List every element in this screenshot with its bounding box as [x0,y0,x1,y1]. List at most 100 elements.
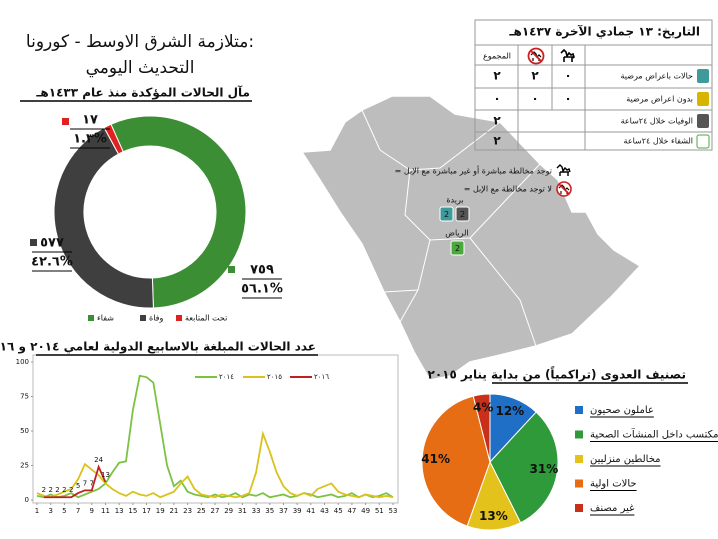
row-label: بدون اعراض مرضية [626,95,693,104]
x-tick-label: 23 [183,507,192,515]
x-tick-label: 25 [197,507,206,515]
donut-segment [53,126,154,309]
badge [696,134,710,149]
legend-swatch [575,406,583,414]
table-cell: ٠ [531,92,538,106]
legend-label: مكتسب داخل المنشآت الصحية [590,428,718,441]
x-tick-label: 35 [265,507,274,515]
legend-swatch [140,315,146,321]
table-cell: ٢ [493,134,501,148]
table-cell: ٠ [564,69,571,83]
value-label: 4% [473,401,493,415]
row-label: الوفيات خلال ٢٤ساعة [621,117,693,126]
camel-icon [560,48,575,62]
value-label: 41% [421,452,450,466]
data-label: 2 [62,486,66,494]
map-badge [450,240,465,256]
chart-title: عدد الحالات المبلغة بالاسابيع الدولية لع… [0,340,316,355]
legend-swatch [176,315,182,321]
x-tick-label: 53 [389,507,398,515]
x-tick-label: 7 [76,507,80,515]
map-shape [300,95,642,381]
legend-label: مخالطين منزليين [590,454,661,465]
map-badge [439,206,454,222]
x-tick-label: 21 [169,507,178,515]
x-tick-label: 9 [90,507,94,515]
pie-slice [466,460,522,531]
x-tick-label: 1 [35,507,39,515]
legend-swatch [88,315,94,321]
x-tick-label: 31 [238,507,247,515]
x-tick-label: 43 [320,507,329,515]
data-label: 7 [83,479,87,487]
chart-title: تصنيف العدوى (تراكمياً) من بداية يناير ٢… [428,366,687,383]
camel-icon [556,164,571,176]
legend-label: وفاة [149,314,163,323]
label-swatch [30,239,37,246]
city-label: بريدة [446,196,463,205]
table-cell: ٢ [493,114,501,128]
legend-label: شفاء [97,314,114,323]
x-tick-label: 45 [334,507,343,515]
pie-slice [421,395,491,527]
data-label: 2 [69,486,73,494]
x-tick-label: 15 [128,507,137,515]
legend-label: ٢٠١٤ [219,373,234,381]
label-swatch [62,118,69,125]
legend-swatch [575,504,583,512]
pie-slice [472,393,491,463]
line-series [43,464,107,499]
map-region-border [361,109,541,347]
data-label: 2 [55,486,59,494]
legend-swatch [575,455,583,463]
data-label: 24 [94,456,103,464]
map-badge [455,206,470,222]
badge-label: 2 [444,210,449,219]
table-cell: ٠ [564,92,571,106]
y-tick-label: 25 [20,462,29,470]
percent-label: ١.٣% [73,132,107,147]
table-cell: ٢ [531,69,539,83]
donut-segment [103,123,124,155]
x-tick-label: 33 [252,507,261,515]
legend-label: تحت المتابعة [185,314,227,323]
row-badges [696,69,710,149]
legend-label: عاملون صحيون [590,405,654,416]
badge-label: 2 [460,210,465,219]
badge [697,69,709,83]
data-label: 7 [90,479,94,487]
y-tick-label: 50 [20,427,29,435]
legend-swatch [575,430,583,439]
page-title: متلازمة الشرق الاوسط - كورونا: [26,32,254,52]
data-label: 2 [42,486,46,494]
legend-swatch [575,479,583,488]
legend-text: = لا توجد مخالطة مع الإبل [464,185,552,195]
x-tick-label: 29 [224,507,233,515]
line-series [36,374,394,499]
no-camel-icon [527,47,545,65]
table-cell: ٢ [493,69,501,83]
badge-label: 2 [455,244,460,253]
badge [697,92,709,106]
legend-label: ٢٠١٥ [267,373,282,381]
label-swatch [228,266,235,273]
legend-label: غير مصنف [590,503,634,514]
legend-text: = توجد مخالطة مباشرة أو غير مباشرة مع ال… [395,166,552,177]
map [300,95,642,381]
city-label: الرياض [445,229,468,238]
value-label: ١٧ [82,113,98,128]
y-tick-label: 0 [25,496,29,504]
value-label: ٥٧٧ [40,236,64,251]
x-tick-label: 37 [279,507,288,515]
no-camel-icon [556,181,572,197]
data-label: 5 [76,482,80,490]
x-tick-label: 39 [293,507,302,515]
chart-title: مآل الحالات المؤكدة منذ عام ١٤٣٣هـ [35,85,250,101]
badge [697,114,709,128]
table-date: التاريخ: ١٣ جمادي الآخرة ١٤٣٧هـ [508,25,700,39]
x-tick-label: 5 [62,507,66,515]
x-tick-label: 47 [347,507,356,515]
table-cell: ٠ [493,92,500,106]
x-tick-label: 49 [361,507,370,515]
